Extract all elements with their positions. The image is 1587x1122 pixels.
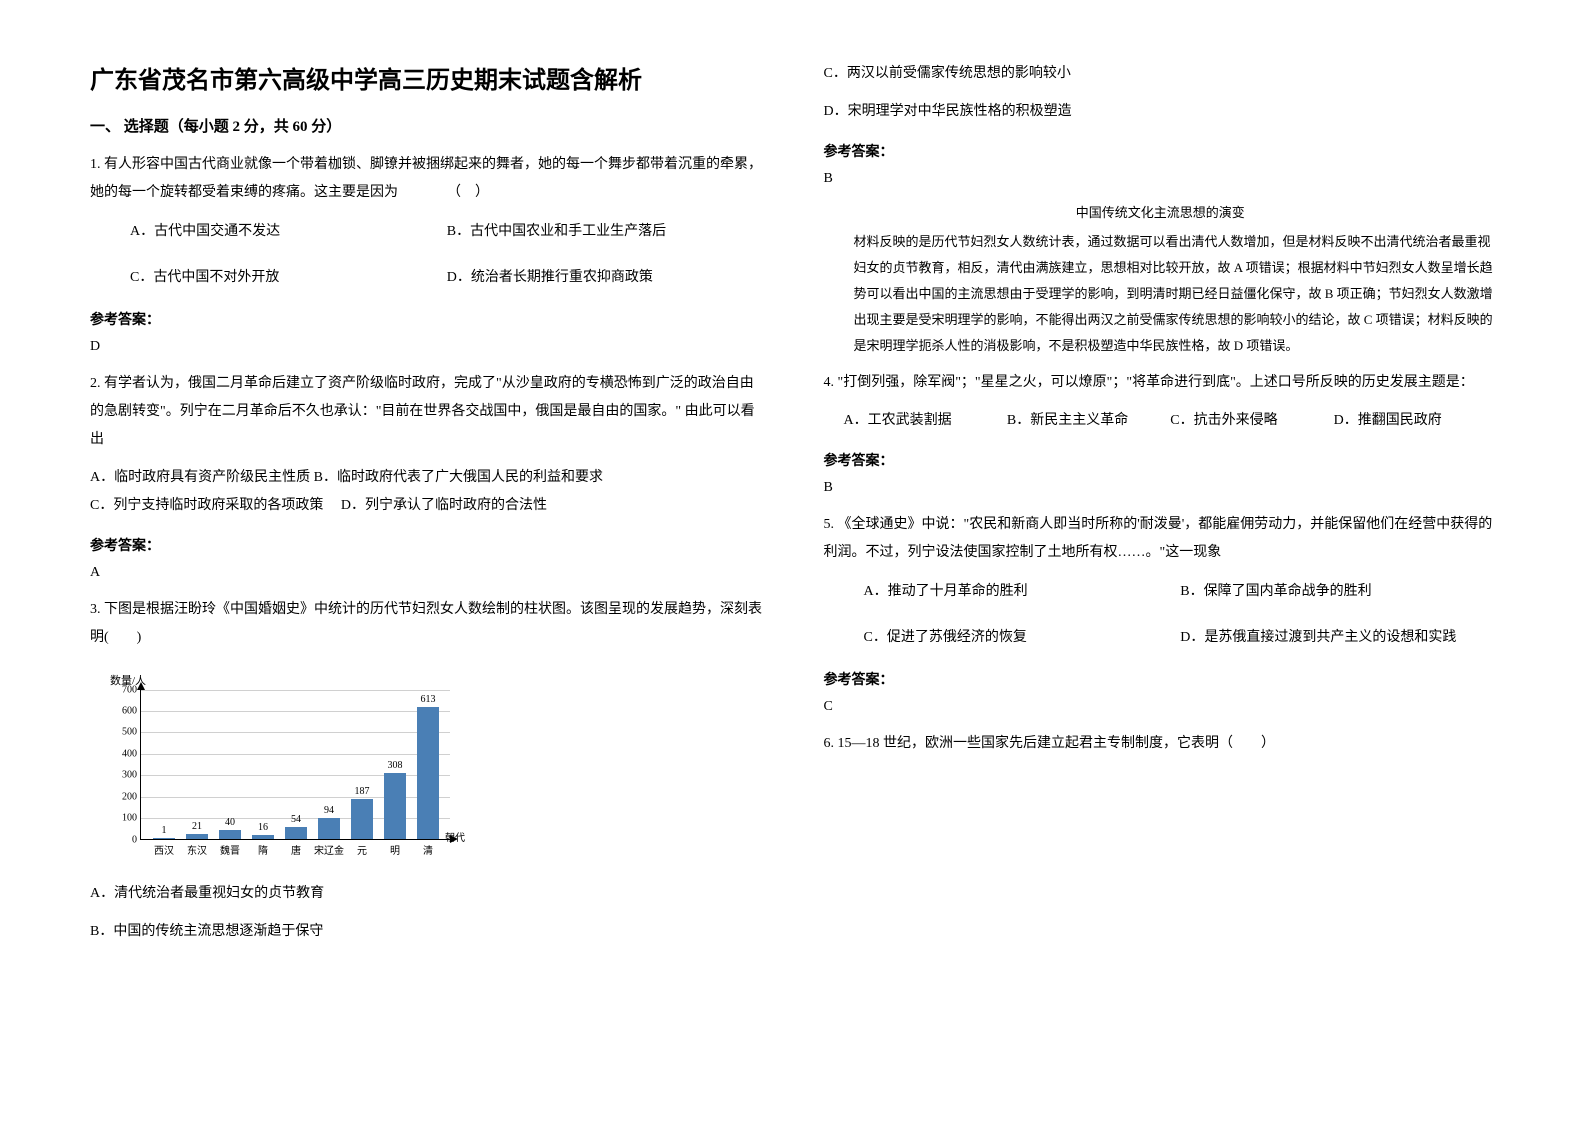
bar xyxy=(219,830,241,839)
question-4-text: 4. "打倒列强，除军阀"；"星星之火，可以燎原"；"将革命进行到底"。上述口号… xyxy=(824,369,1498,397)
chart-xlabel: 朝代 xyxy=(445,829,465,844)
question-1-options: A．古代中国交通不发达 B．古代中国农业和手工业生产落后 C．古代中国不对外开放… xyxy=(90,217,764,294)
question-5-text: 5. 《全球通史》中说："农民和新商人即当时所称的'耐泼曼'，都能雇佣劳动力，并… xyxy=(824,511,1498,567)
bar xyxy=(351,799,373,839)
q5-answer-label: 参考答案： xyxy=(824,669,1498,689)
section-title: 一、 选择题（每小题 2 分，共 60 分） xyxy=(90,115,764,136)
question-6-text: 6. 15—18 世纪，欧洲一些国家先后建立起君主专制制度，它表明（ ） xyxy=(824,730,1498,758)
q3-explanation-title: 中国传统文化主流思想的演变 xyxy=(824,202,1498,221)
q2-answer: A xyxy=(90,565,764,581)
question-1-text: 1. 有人形容中国古代商业就像一个带着枷锁、脚镣并被捆绑起来的舞者，她的每一个舞… xyxy=(90,151,764,207)
q4-answer-label: 参考答案： xyxy=(824,450,1498,470)
bar xyxy=(318,818,340,838)
q1-answer-label: 参考答案： xyxy=(90,309,764,329)
chart-ylabel: 数量/人 xyxy=(110,672,764,688)
q1-option-b: B．古代中国农业和手工业生产落后 xyxy=(447,217,764,248)
q3-answer: B xyxy=(824,171,1498,187)
q5-option-a: A．推动了十月革命的胜利 xyxy=(864,577,1181,608)
question-5-options: A．推动了十月革命的胜利 B．保障了国内革命战争的胜利 C．促进了苏俄经济的恢复… xyxy=(824,577,1498,654)
q1-option-c: C．古代中国不对外开放 xyxy=(130,263,447,294)
bar xyxy=(384,773,406,839)
right-column: C．两汉以前受儒家传统思想的影响较小 D．宋明理学对中华民族性格的积极塑造 参考… xyxy=(824,60,1498,1062)
left-column: 广东省茂名市第六高级中学高三历史期末试题含解析 一、 选择题（每小题 2 分，共… xyxy=(90,60,764,1062)
q1-option-a: A．古代中国交通不发达 xyxy=(130,217,447,248)
bar xyxy=(285,827,307,839)
q5-option-c: C．促进了苏俄经济的恢复 xyxy=(864,623,1181,654)
q4-option-b: B．新民主主义革命 xyxy=(1007,407,1170,435)
q2-answer-label: 参考答案： xyxy=(90,535,764,555)
page-title: 广东省茂名市第六高级中学高三历史期末试题含解析 xyxy=(90,60,764,95)
chart-container: 数量/人 朝代 01002003004005006007001西汉21东汉40魏… xyxy=(110,672,764,870)
question-3-text: 3. 下图是根据汪盼玲《中国婚姻史》中统计的历代节妇烈女人数绘制的柱状图。该图呈… xyxy=(90,596,764,652)
q4-option-a: A．工农武装割据 xyxy=(844,407,1007,435)
chart-plot-area: 朝代 01002003004005006007001西汉21东汉40魏晋16隋5… xyxy=(140,690,450,840)
q4-option-c: C．抗击外来侵略 xyxy=(1170,407,1333,435)
q5-option-d: D．是苏俄直接过渡到共产主义的设想和实践 xyxy=(1180,623,1497,654)
q5-answer: C xyxy=(824,699,1498,715)
q5-option-b: B．保障了国内革命战争的胜利 xyxy=(1180,577,1497,608)
bar xyxy=(252,835,274,838)
q3-option-b: B．中国的传统主流思想逐渐趋于保守 xyxy=(90,918,764,946)
bar-chart: 朝代 01002003004005006007001西汉21东汉40魏晋16隋5… xyxy=(110,690,460,870)
q1-option-d: D．统治者长期推行重农抑商政策 xyxy=(447,263,764,294)
q3-option-c: C．两汉以前受儒家传统思想的影响较小 xyxy=(824,60,1498,88)
q4-option-d: D．推翻国民政府 xyxy=(1334,407,1497,435)
q4-answer: B xyxy=(824,480,1498,496)
q3-answer-label: 参考答案： xyxy=(824,141,1498,161)
question-2-text: 2. 有学者认为，俄国二月革命后建立了资产阶级临时政府，完成了"从沙皇政府的专横… xyxy=(90,370,764,454)
question-4-options: A．工农武装割据 B．新民主主义革命 C．抗击外来侵略 D．推翻国民政府 xyxy=(824,407,1498,435)
question-2-options: A．临时政府具有资产阶级民主性质 B．临时政府代表了广大俄国人民的利益和要求 C… xyxy=(90,464,764,520)
q3-option-d: D．宋明理学对中华民族性格的积极塑造 xyxy=(824,98,1498,126)
bar xyxy=(186,834,208,839)
q3-option-a: A．清代统治者最重视妇女的贞节教育 xyxy=(90,880,764,908)
q1-answer: D xyxy=(90,339,764,355)
q3-explanation: 材料反映的是历代节妇烈女人数统计表，通过数据可以看出清代人数增加，但是材料反映不… xyxy=(824,229,1498,359)
bar xyxy=(417,707,439,838)
